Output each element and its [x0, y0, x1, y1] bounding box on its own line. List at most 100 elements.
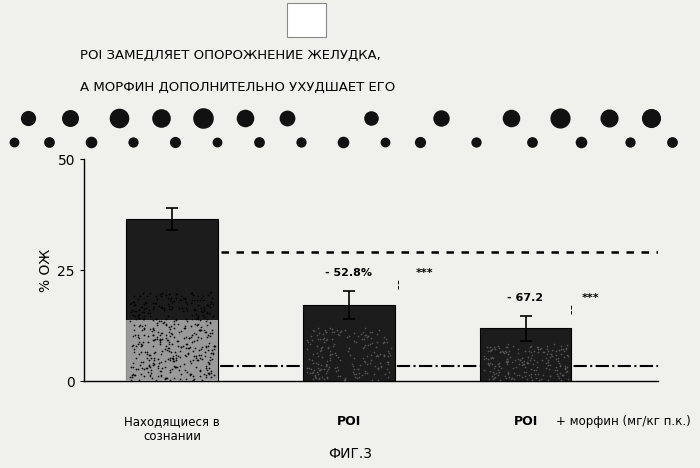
Point	[173, 353, 184, 360]
Point	[172, 343, 183, 350]
Point	[517, 358, 528, 366]
Point	[536, 356, 547, 363]
Point	[180, 375, 191, 383]
Point	[307, 326, 318, 333]
Point	[304, 355, 315, 362]
Point	[504, 353, 515, 360]
Point	[203, 310, 214, 317]
Point	[148, 361, 159, 368]
Point	[204, 371, 215, 378]
Point	[173, 329, 184, 336]
Point	[484, 361, 495, 368]
Point	[497, 347, 508, 355]
Point	[206, 330, 218, 337]
Point	[192, 314, 203, 322]
Point	[500, 347, 511, 355]
Point	[170, 351, 181, 359]
Point	[353, 365, 364, 373]
Point	[559, 364, 570, 371]
Point	[307, 368, 318, 376]
Point	[312, 371, 323, 378]
Point	[504, 373, 515, 380]
Point	[148, 304, 160, 311]
Point	[532, 343, 543, 351]
Point	[361, 334, 372, 341]
Point	[381, 366, 392, 373]
Point	[508, 343, 519, 350]
Point	[130, 354, 141, 362]
Point	[335, 372, 346, 380]
Point	[152, 295, 163, 302]
Point	[375, 362, 386, 369]
Point	[151, 336, 162, 343]
Point	[526, 351, 538, 359]
Point	[500, 358, 512, 365]
Point	[536, 375, 547, 383]
Point	[206, 326, 218, 334]
Point	[666, 138, 678, 146]
Point	[166, 298, 177, 305]
Point	[533, 376, 544, 384]
Point	[347, 369, 358, 376]
Point	[318, 338, 329, 345]
Point	[172, 363, 183, 371]
Point	[494, 362, 505, 369]
Point	[156, 347, 167, 355]
Point	[199, 303, 210, 311]
Point	[489, 364, 500, 372]
Point	[176, 305, 187, 312]
Point	[356, 335, 368, 342]
Point	[311, 369, 322, 376]
Point	[175, 347, 186, 355]
Point	[377, 339, 388, 346]
Point	[125, 376, 136, 384]
Point	[152, 328, 163, 336]
Point	[130, 371, 141, 378]
Point	[145, 364, 156, 371]
Point	[316, 365, 327, 373]
Point	[206, 349, 217, 357]
Point	[153, 362, 164, 370]
Point	[379, 333, 390, 341]
Point	[127, 342, 138, 349]
Point	[151, 320, 162, 327]
Point	[164, 332, 176, 339]
Point	[182, 344, 193, 352]
Point	[514, 357, 526, 364]
Point	[167, 304, 178, 311]
Bar	[480, 328, 571, 381]
Point	[133, 310, 144, 317]
Point	[343, 332, 354, 340]
Point	[158, 307, 169, 314]
Point	[329, 349, 340, 356]
Point	[550, 366, 561, 374]
Point	[365, 351, 377, 358]
Point	[312, 331, 323, 338]
Point	[180, 341, 191, 348]
Point	[205, 353, 216, 360]
Point	[383, 358, 394, 366]
Point	[478, 355, 489, 363]
Point	[559, 363, 570, 370]
Point	[322, 367, 333, 375]
Point	[520, 373, 531, 380]
Point	[169, 357, 180, 365]
Point	[146, 354, 157, 361]
Point	[365, 334, 377, 341]
Point	[361, 369, 372, 377]
Point	[554, 359, 565, 367]
Point	[326, 335, 337, 343]
Point	[202, 343, 214, 350]
Point	[519, 360, 530, 368]
Point	[178, 335, 189, 342]
Point	[510, 364, 522, 371]
Point	[22, 114, 34, 122]
Point	[148, 354, 160, 361]
Point	[331, 364, 342, 371]
Point	[505, 114, 517, 122]
Point	[383, 352, 394, 360]
Point	[561, 351, 573, 358]
Point	[192, 297, 203, 304]
Text: POI ЗАМЕДЛЯЕТ ОПОРОЖНЕНИЕ ЖЕЛУДКА,: POI ЗАМЕДЛЯЕТ ОПОРОЖНЕНИЕ ЖЕЛУДКА,	[80, 49, 382, 62]
Point	[340, 375, 351, 383]
